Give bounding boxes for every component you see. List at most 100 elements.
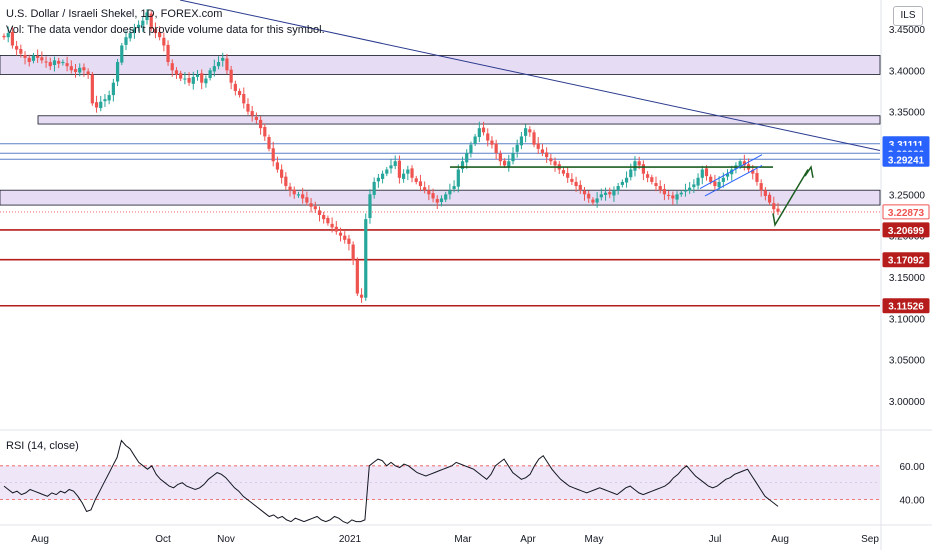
price-tick-label: 3.10000 (889, 314, 926, 325)
support-resistance-zone (0, 189, 881, 206)
candle-body (334, 226, 338, 232)
channel-upper (699, 154, 763, 189)
candle-body (772, 203, 776, 210)
candle-body (153, 28, 158, 34)
rsi-indicator-label: RSI (14, close) (6, 440, 79, 452)
candle-body (532, 132, 536, 145)
price-marker-label: 3.11526 (888, 302, 924, 313)
candle-body (667, 194, 671, 196)
candle-body (44, 61, 48, 63)
price-marker-label: 3.20699 (888, 226, 925, 237)
time-tick-label: Aug (771, 534, 789, 545)
candle-body (650, 177, 654, 182)
candle-body (212, 66, 216, 72)
price-tick-label: 3.40000 (889, 66, 926, 77)
currency-button[interactable]: ILS (893, 6, 923, 26)
candle-body (481, 127, 486, 133)
candle-body (608, 192, 612, 195)
candle-body (452, 186, 456, 190)
candle-body (174, 70, 179, 75)
candle-body (696, 177, 700, 186)
time-tick-label: Oct (155, 534, 171, 545)
candle-body (132, 28, 137, 34)
time-tick-label: 2021 (339, 534, 362, 545)
candle-body (250, 111, 254, 116)
price-marker-badge (882, 222, 930, 238)
candle-body (99, 101, 103, 109)
time-tick-label: Aug (31, 534, 49, 545)
candle-body (229, 69, 233, 83)
candle-body (292, 189, 296, 195)
candle-body (465, 152, 469, 163)
candle-body (19, 49, 23, 54)
candle-body (502, 160, 507, 166)
candle-body (688, 187, 692, 191)
candle-body (61, 62, 65, 64)
candle-body (587, 193, 591, 199)
candle-body (591, 199, 595, 203)
candle-body (545, 152, 549, 158)
candle-body (347, 238, 351, 244)
candle-body (195, 74, 200, 77)
candle-body (641, 164, 645, 174)
candle-body (162, 37, 166, 46)
candle-body (317, 210, 322, 215)
candle-body (36, 55, 40, 58)
candle-body (288, 186, 292, 191)
candle-body (578, 184, 582, 191)
candle-body (776, 208, 780, 212)
candle-body (456, 169, 460, 187)
candle-body (616, 186, 620, 191)
arrow-head-icon (804, 165, 814, 178)
candle-body (603, 192, 608, 195)
candle-body (549, 158, 553, 162)
candle-body (469, 144, 473, 153)
channel-lower (704, 164, 763, 197)
rsi-tick-label: 60.00 (899, 462, 924, 473)
candle-body (301, 194, 305, 199)
candle-body (280, 169, 284, 178)
candle-body (115, 62, 120, 82)
candle-body (654, 183, 658, 187)
price-marker-badge (882, 204, 930, 220)
candle-body (267, 137, 271, 149)
volume-note: Vol: The data vendor doesn't provide vol… (6, 24, 325, 36)
candle-body (309, 203, 313, 207)
candle-body (107, 95, 111, 101)
candle-body (637, 161, 641, 166)
candle-body (624, 177, 629, 183)
candle-body (355, 259, 359, 294)
price-marker-label: 3.17092 (888, 256, 925, 267)
candle-body (507, 161, 511, 167)
candle-body (145, 12, 149, 21)
price-tick-label: 3.05000 (889, 356, 926, 367)
price-tick-label: 3.00000 (889, 397, 926, 408)
candle-body (414, 178, 418, 182)
candle-body (137, 24, 141, 28)
support-resistance-zone (0, 55, 881, 75)
candle-body (620, 181, 624, 185)
price-marker-label: 3.29241 (888, 155, 925, 166)
candle-body (448, 190, 452, 195)
candle-body (633, 161, 637, 171)
price-marker-label: 3.22873 (888, 208, 925, 219)
candle-body (755, 173, 759, 182)
candle-body (326, 217, 330, 224)
candle-body (86, 71, 90, 75)
candle-body (364, 219, 368, 298)
projection-arrow (772, 169, 809, 228)
price-tick-label: 3.25000 (889, 190, 926, 201)
candle-body (258, 119, 263, 129)
price-tick-label: 3.15000 (889, 273, 926, 284)
candle-body (94, 102, 99, 108)
candle-body (6, 33, 10, 38)
candle-body (124, 37, 128, 45)
candle-body (69, 66, 73, 71)
candle-body (519, 136, 524, 146)
candle-body (704, 168, 709, 177)
candle-body (31, 55, 36, 61)
candle-body (225, 58, 229, 71)
time-tick-label: Sep (861, 534, 879, 545)
